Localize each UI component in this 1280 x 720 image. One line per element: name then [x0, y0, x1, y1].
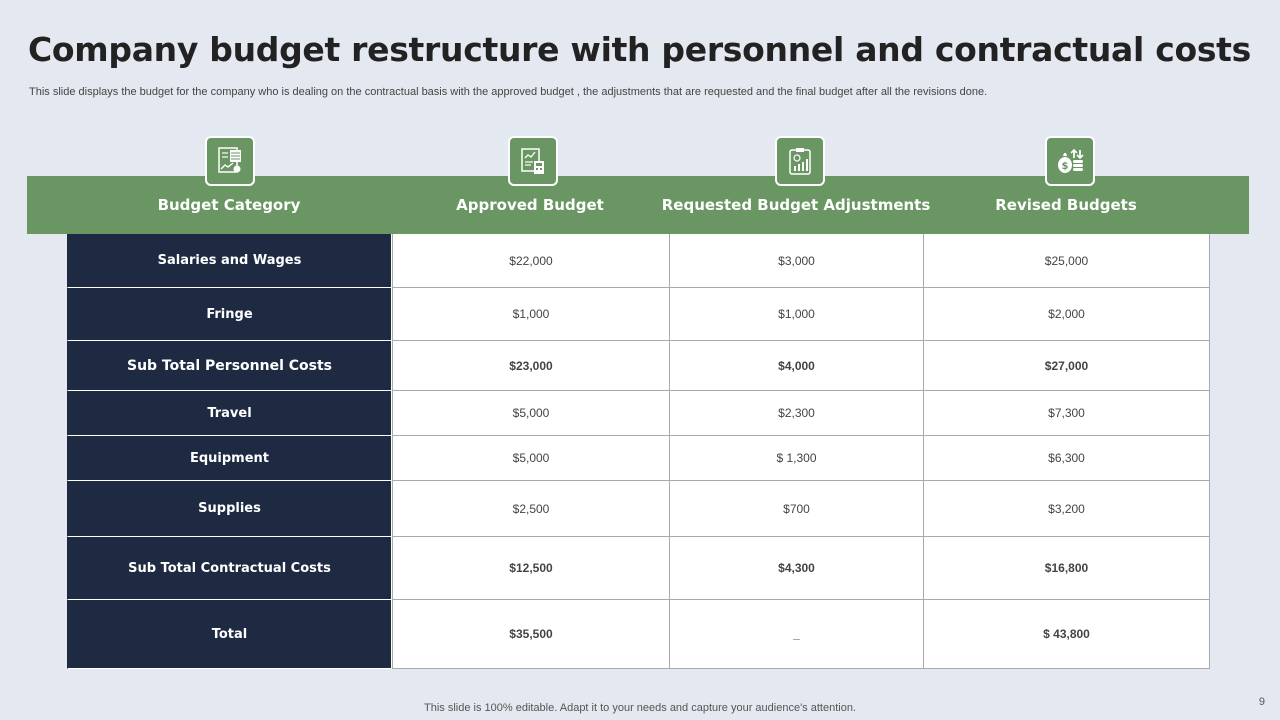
budget-table: Salaries and Wages $22,000 $3,000 $25,00… — [67, 234, 1210, 669]
revised-value: $3,200 — [924, 481, 1210, 537]
row-category: Salaries and Wages — [67, 234, 392, 288]
money-bag-coins-icon: $ — [1045, 136, 1095, 186]
revised-value: $25,000 — [924, 234, 1210, 288]
header-budget-category: Budget Category — [157, 196, 301, 214]
table-row: Equipment $5,000 $ 1,300 $6,300 — [67, 436, 1210, 481]
approved-value: $5,000 — [392, 391, 670, 436]
requested-value: $4,000 — [670, 341, 924, 391]
approved-value: $35,500 — [392, 600, 670, 669]
svg-text:$: $ — [1062, 161, 1069, 172]
requested-value: $3,000 — [670, 234, 924, 288]
table-row: Salaries and Wages $22,000 $3,000 $25,00… — [67, 234, 1210, 288]
header-revised-budgets: Revised Budgets — [995, 196, 1137, 214]
approved-value: $1,000 — [392, 288, 670, 341]
table-row: Travel $5,000 $2,300 $7,300 — [67, 391, 1210, 436]
table-row: Sub Total Contractual Costs $12,500 $4,3… — [67, 537, 1210, 600]
table-row: Fringe $1,000 $1,000 $2,000 — [67, 288, 1210, 341]
requested-value: $4,300 — [670, 537, 924, 600]
revised-value: $16,800 — [924, 537, 1210, 600]
revised-value: $6,300 — [924, 436, 1210, 481]
approved-value: $12,500 — [392, 537, 670, 600]
report-calculator-icon — [508, 136, 558, 186]
row-category: Equipment — [67, 436, 392, 481]
revised-value: $ 43,800 — [924, 600, 1210, 669]
clipboard-bar-chart-icon — [775, 136, 825, 186]
spreadsheet-chart-icon — [205, 136, 255, 186]
approved-value: $5,000 — [392, 436, 670, 481]
page-number: 9 — [1258, 696, 1265, 708]
row-category: Travel — [67, 391, 392, 436]
requested-value: $1,000 — [670, 288, 924, 341]
table-row: Supplies $2,500 $700 $3,200 — [67, 481, 1210, 537]
requested-value: _ — [670, 600, 924, 669]
row-category: Supplies — [67, 481, 392, 537]
row-category: Sub Total Personnel Costs — [67, 341, 392, 391]
requested-value: $ 1,300 — [670, 436, 924, 481]
table-row: Total $35,500 _ $ 43,800 — [67, 600, 1210, 669]
header-requested-adjustments: Requested Budget Adjustments — [661, 196, 931, 214]
row-category: Sub Total Contractual Costs — [67, 537, 392, 600]
slide-footer: This slide is 100% editable. Adapt it to… — [424, 702, 856, 714]
revised-value: $2,000 — [924, 288, 1210, 341]
approved-value: $22,000 — [392, 234, 670, 288]
approved-value: $23,000 — [392, 341, 670, 391]
table-row: Sub Total Personnel Costs $23,000 $4,000… — [67, 341, 1210, 391]
slide-subtitle: This slide displays the budget for the c… — [29, 86, 988, 98]
revised-value: $27,000 — [924, 341, 1210, 391]
row-category: Fringe — [67, 288, 392, 341]
requested-value: $700 — [670, 481, 924, 537]
approved-value: $2,500 — [392, 481, 670, 537]
row-category: Total — [67, 600, 392, 669]
slide-title: Company budget restructure with personne… — [28, 30, 1251, 69]
header-approved-budget: Approved Budget — [456, 196, 604, 214]
revised-value: $7,300 — [924, 391, 1210, 436]
requested-value: $2,300 — [670, 391, 924, 436]
